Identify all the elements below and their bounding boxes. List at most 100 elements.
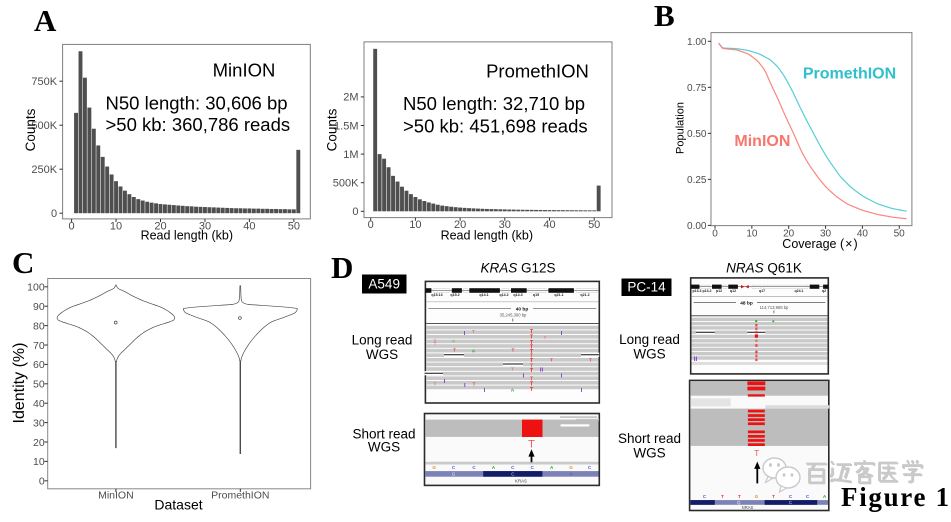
svg-text:WGS: WGS <box>366 347 398 362</box>
svg-text:T: T <box>434 339 437 345</box>
svg-text:q15.13: q15.13 <box>431 293 442 297</box>
svg-text:I: I <box>561 374 563 380</box>
svg-text:C: C <box>703 494 707 499</box>
svg-text:q15.2: q15.2 <box>450 293 459 297</box>
svg-text:A: A <box>452 339 456 345</box>
svg-text:Coverage ( × ): Coverage ( × ) <box>782 237 857 251</box>
svg-text:MinION: MinION <box>213 60 276 81</box>
svg-text:30: 30 <box>820 228 832 239</box>
svg-text:0.50: 0.50 <box>687 129 707 140</box>
svg-text:0: 0 <box>712 228 718 239</box>
svg-text:A: A <box>823 494 827 499</box>
svg-text:50: 50 <box>33 379 45 391</box>
svg-text:C: C <box>588 465 592 470</box>
svg-text:20: 20 <box>33 437 45 449</box>
svg-text:20: 20 <box>783 228 795 239</box>
svg-text:T: T <box>528 439 535 451</box>
svg-text:T: T <box>530 344 534 350</box>
svg-text:Identity (%): Identity (%) <box>11 343 28 424</box>
svg-text:PromethION: PromethION <box>486 60 589 81</box>
svg-text:PromethION: PromethION <box>803 66 896 83</box>
svg-text:T: T <box>530 354 534 360</box>
svg-text:Long read: Long read <box>352 333 413 348</box>
svg-text:10: 10 <box>33 456 45 468</box>
svg-text:T: T <box>738 494 741 499</box>
svg-text:40: 40 <box>543 219 555 231</box>
svg-text:0: 0 <box>368 219 374 231</box>
svg-text:0.00: 0.00 <box>687 221 707 232</box>
svg-text:20: 20 <box>154 221 166 233</box>
svg-text:30: 30 <box>199 221 211 233</box>
svg-text:T: T <box>434 381 437 387</box>
svg-text:q24.1: q24.1 <box>795 289 804 293</box>
svg-text:C: C <box>511 465 515 470</box>
svg-text:I: I <box>464 383 466 389</box>
svg-text:1.00: 1.00 <box>687 37 707 48</box>
svg-text:500K: 500K <box>333 178 359 190</box>
svg-text:T: T <box>453 347 456 353</box>
svg-text:PC-14: PC-14 <box>627 280 666 295</box>
svg-text:T: T <box>434 341 437 347</box>
svg-text:1M: 1M <box>343 149 358 161</box>
svg-text:Figure 1: Figure 1 <box>841 482 951 512</box>
svg-text:q15: q15 <box>533 293 539 297</box>
svg-text:G: G <box>452 472 456 477</box>
svg-text:0: 0 <box>352 206 358 218</box>
svg-text:0.25: 0.25 <box>687 175 707 186</box>
svg-text:T: T <box>530 329 534 335</box>
svg-text:q17: q17 <box>759 289 765 293</box>
svg-text:10: 10 <box>110 221 122 233</box>
svg-text:1.5M: 1.5M <box>334 120 358 132</box>
svg-text:I: I <box>581 388 583 394</box>
svg-text:Read length (kb): Read length (kb) <box>141 228 233 242</box>
svg-text:NRAS Q61K: NRAS Q61K <box>726 261 802 276</box>
svg-text:48 bp: 48 bp <box>740 300 753 306</box>
svg-text:T: T <box>544 335 547 341</box>
svg-text:q14.2: q14.2 <box>499 293 508 297</box>
svg-text:KRAS: KRAS <box>515 478 527 483</box>
svg-text:p13.2: p13.2 <box>703 289 712 293</box>
svg-text:60: 60 <box>33 359 45 371</box>
svg-text:>50 kb: 451,698 reads: >50 kb: 451,698 reads <box>403 116 588 137</box>
svg-text:A: A <box>34 3 57 38</box>
svg-text:T: T <box>589 358 592 364</box>
svg-text:T: T <box>530 363 534 369</box>
svg-text:Counts: Counts <box>23 108 38 151</box>
svg-text:T: T <box>472 329 475 335</box>
svg-text:A: A <box>570 472 573 477</box>
svg-text:T: T <box>530 387 534 393</box>
svg-text:G: G <box>755 494 759 499</box>
svg-text:q14.1: q14.1 <box>479 293 488 297</box>
svg-text:0.75: 0.75 <box>687 83 707 94</box>
svg-text:q21.1: q21.1 <box>554 293 563 297</box>
svg-text:T: T <box>530 382 534 388</box>
svg-text:114,713,908 bp: 114,713,908 bp <box>760 305 789 310</box>
svg-text:T: T <box>473 381 476 387</box>
svg-text:50: 50 <box>894 228 906 239</box>
svg-text:Short read: Short read <box>618 431 681 446</box>
svg-text:Counts: Counts <box>324 108 339 151</box>
svg-text:p13.3: p13.3 <box>693 289 702 293</box>
svg-text:C: C <box>12 245 34 280</box>
svg-text:T: T <box>550 358 553 364</box>
svg-text:A: A <box>511 388 515 394</box>
svg-text:p12: p12 <box>716 289 722 293</box>
svg-text:C: C <box>806 494 810 499</box>
svg-text:WGS: WGS <box>368 440 400 455</box>
svg-text:MinION: MinION <box>734 133 790 150</box>
svg-text:T: T <box>530 368 534 374</box>
svg-text:A: A <box>550 465 554 470</box>
svg-text:Long read: Long read <box>619 332 680 347</box>
svg-text:Population: Population <box>675 102 687 154</box>
svg-text:70: 70 <box>33 340 45 352</box>
svg-text:q12: q12 <box>730 289 736 293</box>
svg-text:I: I <box>523 374 525 380</box>
svg-text:250K: 250K <box>31 164 57 176</box>
svg-text:30: 30 <box>499 219 511 231</box>
svg-text:90: 90 <box>33 301 45 313</box>
svg-text:40: 40 <box>33 398 45 410</box>
svg-text:50: 50 <box>588 219 600 231</box>
svg-text:NRAS: NRAS <box>742 505 754 510</box>
svg-text:20: 20 <box>454 219 466 231</box>
svg-text:C: C <box>452 465 456 470</box>
